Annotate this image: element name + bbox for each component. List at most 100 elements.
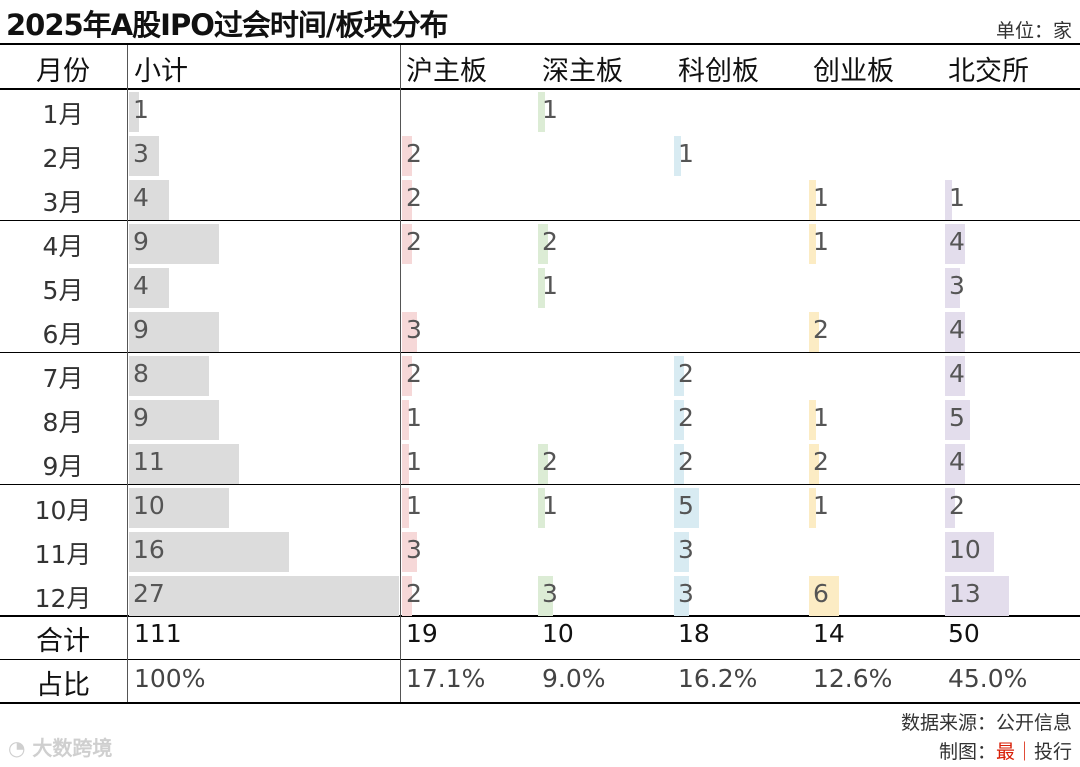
value-label-total: 16 xyxy=(133,535,165,564)
value-label-bse: 3 xyxy=(949,271,965,300)
source-note: 数据来源：公开信息 xyxy=(900,712,1072,734)
bar-star xyxy=(674,488,699,528)
value-label-star: 2 xyxy=(678,403,694,432)
value-label-bse: 4 xyxy=(949,227,965,256)
shares-total: 100% xyxy=(134,664,206,693)
bar-sh xyxy=(402,532,417,572)
value-label-gem: 2 xyxy=(813,447,829,476)
value-label-sh: 3 xyxy=(406,535,422,564)
totals-total: 111 xyxy=(134,619,182,648)
bar-total xyxy=(129,136,159,176)
bar-total xyxy=(129,576,399,616)
value-label-sh: 1 xyxy=(406,491,422,520)
bar-total xyxy=(129,356,209,396)
value-label-bse: 4 xyxy=(949,359,965,388)
bar-bse xyxy=(945,356,965,396)
month-label: 7月 xyxy=(42,364,84,393)
bar-sh xyxy=(402,224,412,264)
totals-sh: 19 xyxy=(406,619,438,648)
value-label-total: 9 xyxy=(133,403,149,432)
totals-bse: 50 xyxy=(948,619,980,648)
month-label: 10月 xyxy=(34,496,92,525)
bar-total xyxy=(129,268,169,308)
month-label: 6月 xyxy=(42,320,84,349)
month-label: 11月 xyxy=(34,540,92,569)
header-star: 科创板 xyxy=(678,56,759,87)
bar-sh xyxy=(402,488,409,528)
totals-label: 合计 xyxy=(36,626,90,657)
made-by-accent: 最 xyxy=(995,741,1015,763)
value-label-total: 10 xyxy=(133,491,165,520)
header-total: 小计 xyxy=(134,56,188,87)
value-label-sh: 2 xyxy=(406,359,422,388)
value-label-sz: 3 xyxy=(542,579,558,608)
value-label-gem: 1 xyxy=(813,403,829,432)
bar-bse xyxy=(945,400,970,440)
month-label: 5月 xyxy=(42,276,84,305)
bar-sz xyxy=(538,444,548,484)
quarter-divider-q2 xyxy=(0,352,1080,353)
bar-sh xyxy=(402,444,409,484)
bar-bse xyxy=(945,488,955,528)
month-label: 4月 xyxy=(42,232,84,261)
bar-sh xyxy=(402,180,412,220)
value-label-star: 1 xyxy=(678,139,694,168)
value-label-sz: 1 xyxy=(542,95,558,124)
bar-sh xyxy=(402,400,409,440)
made-by-separator: ｜ xyxy=(1014,741,1034,763)
bar-bse xyxy=(945,444,965,484)
bar-gem xyxy=(809,180,816,220)
top-border xyxy=(0,43,1080,45)
bar-star xyxy=(674,356,684,396)
bar-total xyxy=(129,400,219,440)
month-label: 2月 xyxy=(42,144,84,173)
watermark-icon: ◔ xyxy=(8,736,33,760)
bar-sz xyxy=(538,488,545,528)
header-bse: 北交所 xyxy=(948,56,1029,87)
bar-gem xyxy=(809,312,819,352)
value-label-total: 11 xyxy=(133,447,165,476)
data-bottom-border xyxy=(0,615,1080,617)
bar-sz xyxy=(538,576,553,616)
bar-gem xyxy=(809,488,816,528)
bar-bse xyxy=(945,312,965,352)
bar-star xyxy=(674,444,684,484)
value-label-star: 2 xyxy=(678,447,694,476)
bar-sh xyxy=(402,356,412,396)
totals-divider xyxy=(0,659,1080,660)
value-label-sz: 1 xyxy=(542,491,558,520)
value-label-star: 5 xyxy=(678,491,694,520)
bar-total xyxy=(129,92,139,132)
bar-gem xyxy=(809,400,816,440)
bar-total xyxy=(129,532,289,572)
chart-title: 2025年A股IPO过会时间/板块分布 xyxy=(6,8,448,42)
value-label-gem: 1 xyxy=(813,183,829,212)
bar-gem xyxy=(809,444,819,484)
month-label: 9月 xyxy=(42,452,84,481)
totals-star: 18 xyxy=(678,619,710,648)
bar-bse xyxy=(945,180,952,220)
value-label-sh: 2 xyxy=(406,183,422,212)
value-label-gem: 6 xyxy=(813,579,829,608)
bar-sz xyxy=(538,224,548,264)
header-month: 月份 xyxy=(36,56,90,87)
header-gem: 创业板 xyxy=(813,56,894,87)
value-label-sz: 2 xyxy=(542,227,558,256)
bar-sz xyxy=(538,268,545,308)
bar-star xyxy=(674,576,689,616)
table-bottom-border xyxy=(0,702,1080,704)
watermark-text: 大数跨境 xyxy=(32,736,113,760)
bar-star xyxy=(674,400,684,440)
bar-sh xyxy=(402,576,412,616)
shares-gem: 12.6% xyxy=(813,664,893,693)
month-label: 1月 xyxy=(42,100,84,129)
bar-total xyxy=(129,180,169,220)
value-label-gem: 1 xyxy=(813,227,829,256)
value-label-total: 4 xyxy=(133,271,149,300)
bar-star xyxy=(674,136,681,176)
value-label-gem: 1 xyxy=(813,491,829,520)
value-label-sh: 1 xyxy=(406,447,422,476)
bar-gem xyxy=(809,224,816,264)
value-label-sh: 2 xyxy=(406,579,422,608)
quarter-divider-q3 xyxy=(0,484,1080,485)
